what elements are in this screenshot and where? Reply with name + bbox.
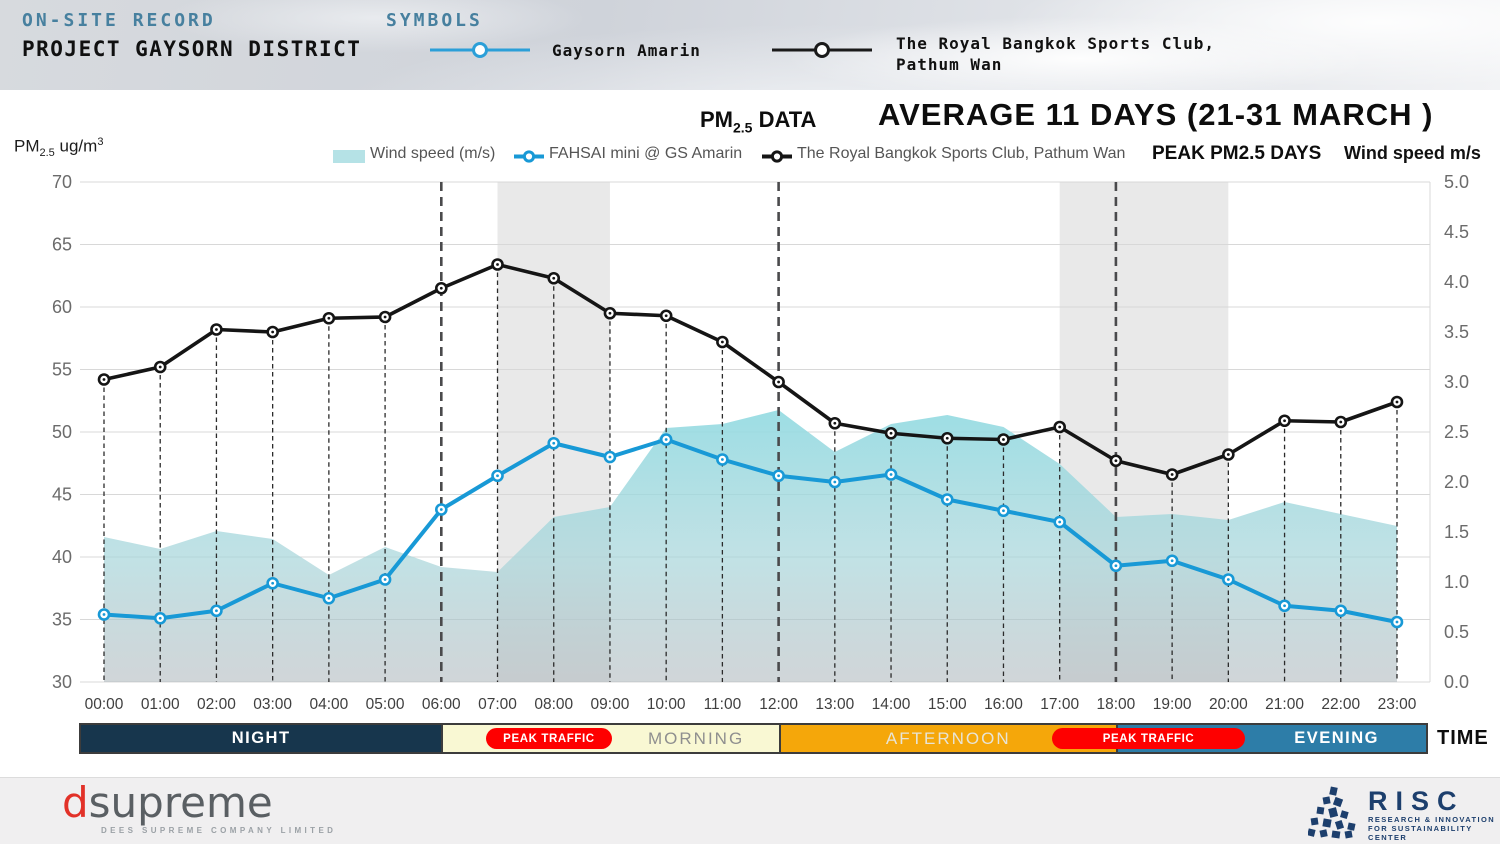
svg-text:3.0: 3.0 bbox=[1444, 372, 1469, 392]
svg-text:19:00: 19:00 bbox=[1153, 696, 1192, 713]
svg-text:00:00: 00:00 bbox=[85, 696, 124, 713]
symbols-title: SYMBOLS bbox=[386, 10, 483, 31]
risc-name: RISC bbox=[1368, 786, 1465, 816]
svg-text:11:00: 11:00 bbox=[704, 696, 742, 713]
risc-logo: RISC RESEARCH & INNOVATION FOR SUSTAINAB… bbox=[1307, 785, 1500, 844]
svg-text:16:00: 16:00 bbox=[984, 696, 1023, 713]
svg-text:1.5: 1.5 bbox=[1444, 522, 1469, 542]
svg-text:04:00: 04:00 bbox=[309, 696, 348, 713]
svg-text:22:00: 22:00 bbox=[1321, 696, 1360, 713]
svg-text:01:00: 01:00 bbox=[141, 696, 180, 713]
svg-text:15:00: 15:00 bbox=[928, 696, 967, 713]
pm-axis-label: PM2.5 ug/m3 bbox=[14, 136, 104, 160]
svg-text:13:00: 13:00 bbox=[815, 696, 854, 713]
svg-text:3.5: 3.5 bbox=[1444, 322, 1469, 342]
symbol-label-rbsc: The Royal Bangkok Sports Club, Pathum Wa… bbox=[896, 33, 1215, 75]
svg-text:1.0: 1.0 bbox=[1444, 572, 1469, 592]
risc-subtext-line1: RESEARCH & INNOVATION bbox=[1368, 815, 1496, 824]
legend-label-rbsc: The Royal Bangkok Sports Club, Pathum Wa… bbox=[797, 145, 1126, 162]
pm25-chart: 70 65 60 55 50 45 40 35 30 5.0 4.5 4.0 3.5 3.0 2.5 2.0 1… bbox=[52, 172, 1469, 713]
svg-text:05:00: 05:00 bbox=[366, 696, 405, 713]
peak-traffic-pill: PEAK TRAFFIC bbox=[486, 728, 612, 749]
svg-text:55: 55 bbox=[52, 360, 72, 380]
svg-text:5.0: 5.0 bbox=[1444, 172, 1469, 192]
rbsc-line bbox=[102, 262, 1399, 477]
dsupreme-d: d bbox=[62, 778, 89, 827]
risc-logo-icon bbox=[1307, 785, 1358, 844]
sky-header: ON-SITE RECORD PROJECT GAYSORN DISTRICT … bbox=[0, 0, 1500, 90]
svg-text:20:00: 20:00 bbox=[1209, 696, 1248, 713]
svg-text:03:00: 03:00 bbox=[253, 696, 292, 713]
svg-text:21:00: 21:00 bbox=[1265, 696, 1304, 713]
symbol-label-rbsc-line2: Pathum Wan bbox=[896, 55, 1003, 74]
fahsai-line bbox=[102, 437, 1399, 624]
svg-text:65: 65 bbox=[52, 235, 72, 255]
rbsc-marker-icon bbox=[772, 42, 872, 63]
time-band-label: AFTERNOON bbox=[885, 728, 1011, 748]
svg-text:23:00: 23:00 bbox=[1378, 696, 1417, 713]
svg-text:0.5: 0.5 bbox=[1444, 622, 1469, 642]
wind-swatch-icon bbox=[333, 150, 365, 163]
svg-text:60: 60 bbox=[52, 297, 72, 317]
time-axis-label: TIME bbox=[1437, 727, 1489, 749]
svg-text:50: 50 bbox=[52, 422, 72, 442]
svg-text:08:00: 08:00 bbox=[534, 696, 573, 713]
svg-text:0.0: 0.0 bbox=[1444, 672, 1469, 692]
svg-text:14:00: 14:00 bbox=[872, 696, 911, 713]
svg-text:10:00: 10:00 bbox=[647, 696, 686, 713]
time-band-label: NIGHT bbox=[231, 729, 291, 747]
onsite-record-label: ON-SITE RECORD bbox=[22, 10, 216, 31]
svg-text:06:00: 06:00 bbox=[422, 696, 461, 713]
time-band: NIGHT MORNING AFTERNOON EVENING PEAK TRAFFIC… bbox=[79, 723, 1428, 754]
wind-area bbox=[104, 410, 1397, 682]
peak-days-label: PEAK PM2.5 DAYS bbox=[1152, 143, 1322, 164]
footer: dsupreme DEES SUPREME COMPANY LIMITED bbox=[0, 777, 1500, 844]
gaysorn-amarin-marker-icon bbox=[430, 42, 530, 63]
svg-text:12:00: 12:00 bbox=[759, 696, 798, 713]
y-axis-labels-left: 70 65 60 55 50 45 40 35 30 bbox=[52, 172, 72, 692]
svg-text:07:00: 07:00 bbox=[478, 696, 517, 713]
svg-text:40: 40 bbox=[52, 547, 72, 567]
y-axis-labels-right: 5.0 4.5 4.0 3.5 3.0 2.5 2.0 1.5 1.0 0.5 0.0 bbox=[1444, 172, 1469, 692]
svg-text:35: 35 bbox=[52, 610, 72, 630]
symbol-label-rbsc-line1: The Royal Bangkok Sports Club, bbox=[896, 34, 1215, 53]
pm-data-label: PM2.5 DATA bbox=[700, 107, 817, 136]
svg-text:17:00: 17:00 bbox=[1040, 696, 1079, 713]
svg-text:45: 45 bbox=[52, 485, 72, 505]
svg-text:4.5: 4.5 bbox=[1444, 222, 1469, 242]
symbol-label-gaysorn: Gaysorn Amarin bbox=[552, 41, 701, 60]
legend-label-wind: Wind speed (m/s) bbox=[370, 145, 496, 162]
svg-text:4.0: 4.0 bbox=[1444, 272, 1469, 292]
wind-axis-title: Wind speed m/s bbox=[1344, 143, 1481, 163]
dsupreme-logo: dsupreme bbox=[62, 781, 273, 825]
svg-text:70: 70 bbox=[52, 172, 72, 192]
dsupreme-rest: supreme bbox=[88, 778, 273, 827]
fahsai-points bbox=[97, 433, 1404, 629]
peak-traffic-pill: PEAK TRAFFIC bbox=[1051, 728, 1246, 749]
dsupreme-subtext: DEES SUPREME COMPANY LIMITED bbox=[101, 826, 337, 835]
time-band-label: EVENING bbox=[1294, 729, 1379, 747]
fahsai-marker-icon bbox=[514, 150, 544, 168]
svg-text:09:00: 09:00 bbox=[591, 696, 630, 713]
time-band-section-night: NIGHT bbox=[81, 725, 442, 752]
time-band-label: MORNING bbox=[648, 728, 745, 748]
svg-text:2.0: 2.0 bbox=[1444, 472, 1469, 492]
chart-title: AVERAGE 11 DAYS (21-31 MARCH ) bbox=[878, 97, 1434, 132]
svg-text:30: 30 bbox=[52, 672, 72, 692]
rbsc-legend-marker-icon bbox=[762, 150, 792, 168]
x-axis-labels: 00:00 01:00 02:00 03:00 04:00 05:00 06:00 07:00… bbox=[85, 696, 1417, 713]
svg-text:18:00: 18:00 bbox=[1097, 696, 1136, 713]
risc-subtext-line2: FOR SUSTAINABILITY CENTER bbox=[1368, 824, 1473, 842]
rbsc-points bbox=[97, 258, 1404, 481]
svg-text:2.5: 2.5 bbox=[1444, 422, 1469, 442]
legend-label-fahsai: FAHSAI mini @ GS Amarin bbox=[549, 145, 743, 162]
svg-text:02:00: 02:00 bbox=[197, 696, 236, 713]
project-title: PROJECT GAYSORN DISTRICT bbox=[22, 37, 362, 61]
